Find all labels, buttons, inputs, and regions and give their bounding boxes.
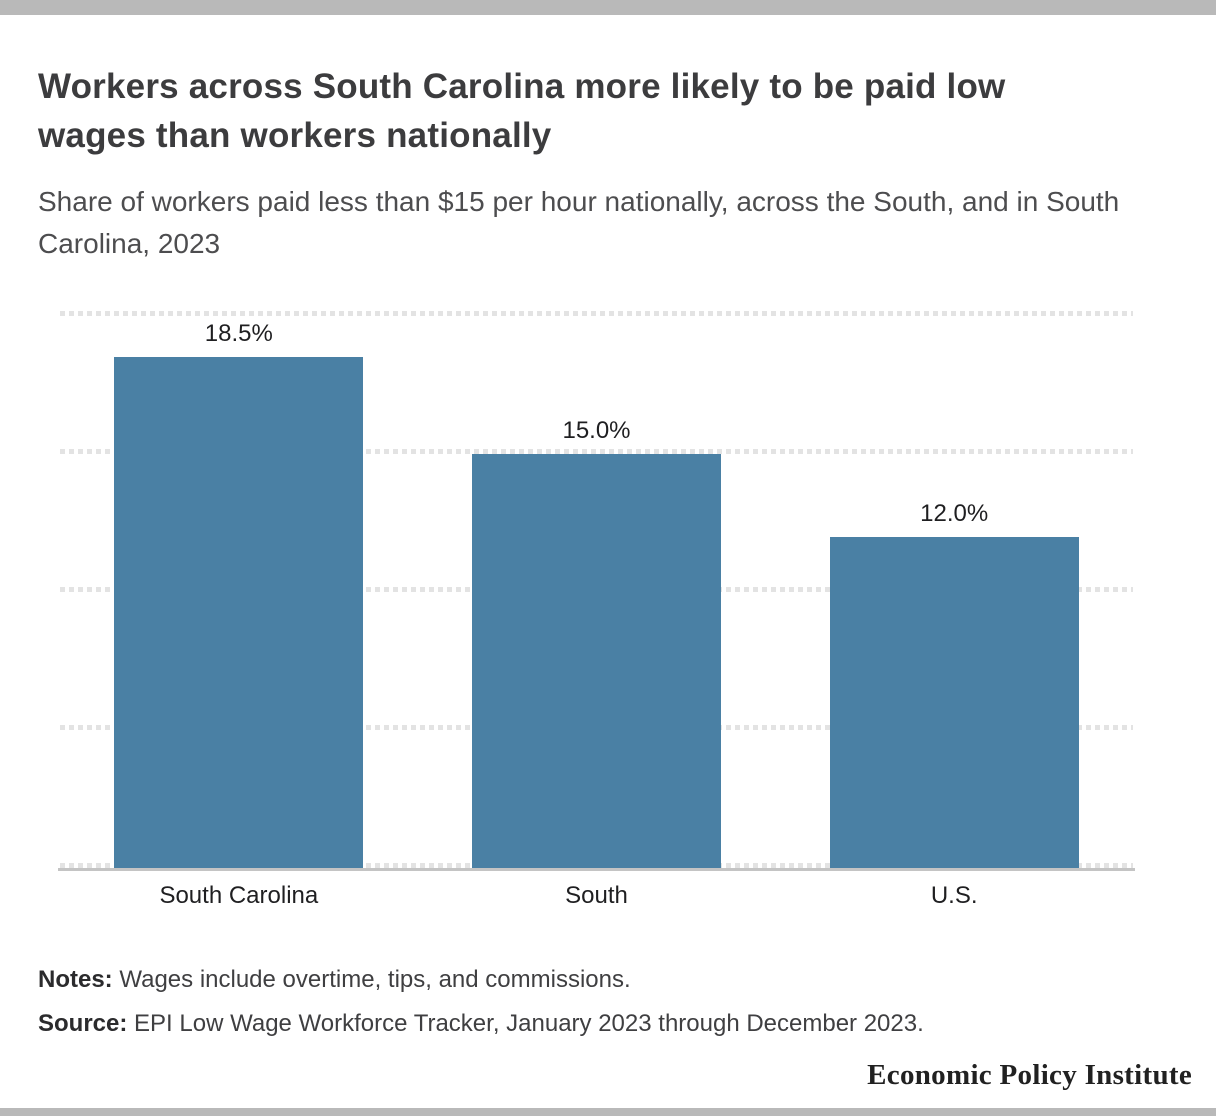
epi-branding: Economic Policy Institute — [867, 1059, 1192, 1091]
bar-column-u-s: 12.0% — [775, 316, 1133, 868]
bar-south — [472, 454, 721, 868]
source-line: Source: EPI Low Wage Workforce Tracker, … — [38, 1009, 924, 1038]
bar-column-south-carolina: 18.5% — [60, 316, 418, 868]
source-label: Source: — [38, 1010, 128, 1037]
chart-subtitle: Share of workers paid less than $15 per … — [38, 186, 1120, 259]
x-axis-label-u-s: U.S. — [930, 882, 978, 909]
value-label-south-carolina: 18.5% — [204, 320, 273, 348]
plot-area: 18.5% 15.0% 12.0% — [60, 311, 1133, 868]
bar-south-carolina — [114, 357, 364, 868]
x-axis-label-south-carolina: South Carolina — [159, 882, 319, 909]
value-label-u-s: 12.0% — [920, 499, 989, 527]
notes-label: Notes: — [38, 966, 113, 993]
notes-text: Wages include overtime, tips, and commis… — [119, 966, 631, 993]
bar-columns: 18.5% 15.0% 12.0% — [60, 316, 1133, 868]
notes-line: Notes: Wages include overtime, tips, and… — [38, 965, 631, 994]
x-axis-label-south: South — [565, 882, 628, 909]
value-label-south: 15.0% — [562, 417, 631, 444]
top-accent-bar — [0, 0, 1216, 15]
x-axis-labels: South Carolina South U.S. — [60, 882, 1133, 910]
bottom-accent-bar — [0, 1108, 1216, 1116]
chart-title: Workers across South Carolina more likel… — [38, 67, 1006, 155]
x-axis-line — [58, 868, 1135, 871]
gridline-20pct — [60, 311, 1133, 316]
bar-column-south: 15.0% — [418, 316, 776, 868]
bar-u-s — [829, 536, 1079, 868]
source-text: EPI Low Wage Workforce Tracker, January … — [134, 1010, 924, 1037]
gridline-15pct — [60, 449, 1133, 454]
